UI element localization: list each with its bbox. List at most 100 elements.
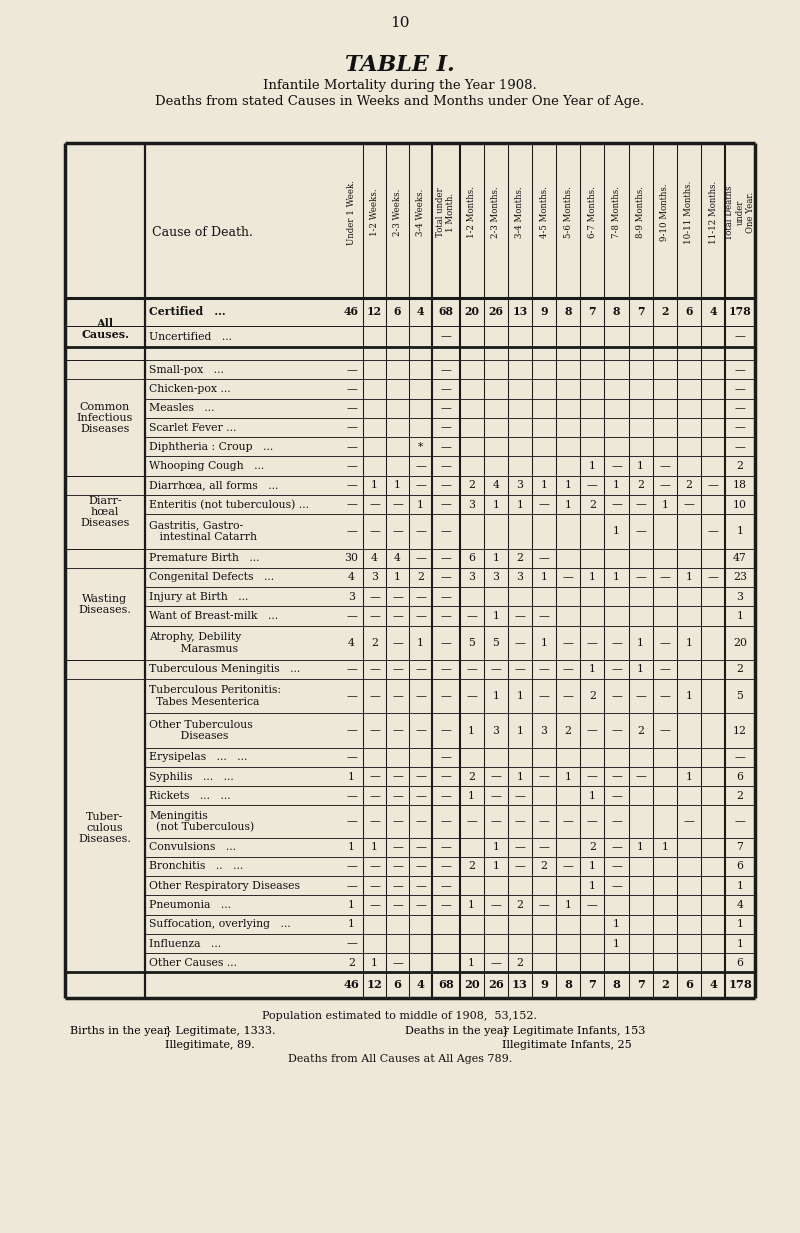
Text: —: —: [346, 612, 357, 621]
Text: Bronchitis   ..   ...: Bronchitis .. ...: [149, 862, 243, 872]
Text: —: —: [734, 403, 746, 413]
Text: —: —: [587, 725, 598, 736]
Text: 1: 1: [394, 572, 401, 582]
Text: —: —: [392, 612, 403, 621]
Text: —: —: [440, 461, 451, 471]
Text: —: —: [587, 481, 598, 491]
Text: 2: 2: [737, 461, 743, 471]
Text: —: —: [369, 772, 380, 782]
Text: 2: 2: [737, 665, 743, 674]
Text: Diarr-: Diarr-: [88, 496, 122, 506]
Text: 7: 7: [588, 979, 596, 990]
Text: 2: 2: [517, 554, 523, 563]
Text: 47: 47: [733, 554, 747, 563]
Text: —: —: [415, 481, 426, 491]
Text: —: —: [346, 499, 357, 509]
Text: —: —: [346, 938, 357, 948]
Text: 1: 1: [371, 481, 378, 491]
Text: 1: 1: [589, 790, 596, 800]
Text: —: —: [611, 665, 622, 674]
Text: Atrophy, Debility
         Marasmus: Atrophy, Debility Marasmus: [149, 633, 242, 653]
Text: 5: 5: [492, 637, 499, 647]
Text: Suffocation, overlying   ...: Suffocation, overlying ...: [149, 920, 290, 930]
Text: 4: 4: [417, 307, 424, 317]
Text: —: —: [659, 481, 670, 491]
Text: 1: 1: [613, 526, 620, 536]
Text: 6: 6: [737, 772, 743, 782]
Text: 1-2 Weeks.: 1-2 Weeks.: [370, 189, 379, 237]
Text: —: —: [346, 725, 357, 736]
Text: 1: 1: [492, 499, 499, 509]
Text: Tuberculous Meningitis   ...: Tuberculous Meningitis ...: [149, 665, 300, 674]
Text: —: —: [440, 692, 451, 702]
Text: 20: 20: [733, 637, 747, 647]
Text: —: —: [562, 572, 574, 582]
Text: —: —: [440, 637, 451, 647]
Text: 1: 1: [686, 692, 692, 702]
Text: 10: 10: [390, 16, 410, 30]
Text: —: —: [683, 499, 694, 509]
Text: —: —: [392, 862, 403, 872]
Text: Diseases.: Diseases.: [78, 604, 131, 615]
Text: —: —: [514, 842, 526, 852]
Text: —: —: [659, 725, 670, 736]
Text: 6: 6: [737, 862, 743, 872]
Text: —: —: [392, 692, 403, 702]
Text: —: —: [635, 772, 646, 782]
Text: 1: 1: [492, 554, 499, 563]
Text: —: —: [538, 499, 550, 509]
Text: 4: 4: [417, 979, 425, 990]
Text: Measles   ...: Measles ...: [149, 403, 214, 413]
Text: 1: 1: [417, 637, 424, 647]
Text: 2: 2: [661, 307, 669, 317]
Text: —: —: [415, 900, 426, 910]
Text: —: —: [440, 790, 451, 800]
Text: 9: 9: [540, 979, 548, 990]
Text: —: —: [440, 365, 451, 375]
Text: —: —: [734, 441, 746, 451]
Text: —: —: [369, 526, 380, 536]
Text: Injury at Birth   ...: Injury at Birth ...: [149, 592, 248, 602]
Text: 1: 1: [637, 461, 644, 471]
Text: —: —: [683, 816, 694, 826]
Text: —: —: [369, 499, 380, 509]
Text: 13: 13: [512, 979, 528, 990]
Text: —: —: [635, 572, 646, 582]
Text: —: —: [346, 423, 357, 433]
Text: —: —: [440, 526, 451, 536]
Text: —: —: [415, 554, 426, 563]
Text: 1: 1: [468, 725, 475, 736]
Text: 13: 13: [512, 307, 527, 317]
Text: 8: 8: [565, 307, 572, 317]
Text: 7: 7: [637, 979, 645, 990]
Text: 2: 2: [468, 862, 475, 872]
Text: —: —: [466, 816, 477, 826]
Text: 1-2 Months.: 1-2 Months.: [467, 186, 476, 238]
Text: —: —: [392, 880, 403, 890]
Text: —: —: [490, 772, 502, 782]
Text: —: —: [659, 637, 670, 647]
Text: —: —: [440, 499, 451, 509]
Text: —: —: [369, 612, 380, 621]
Text: Other Respiratory Diseases: Other Respiratory Diseases: [149, 880, 300, 890]
Text: —: —: [346, 816, 357, 826]
Text: —: —: [392, 958, 403, 968]
Text: 7-8 Months.: 7-8 Months.: [612, 186, 621, 238]
Text: 10: 10: [733, 499, 747, 509]
Text: 1: 1: [348, 842, 355, 852]
Text: —: —: [490, 665, 502, 674]
Text: 26: 26: [488, 979, 504, 990]
Text: 1: 1: [348, 772, 355, 782]
Text: —: —: [466, 665, 477, 674]
Text: Diphtheria : Croup   ...: Diphtheria : Croup ...: [149, 441, 274, 451]
Text: culous: culous: [86, 822, 123, 834]
Text: 1: 1: [662, 499, 668, 509]
Text: TABLE I.: TABLE I.: [345, 54, 455, 76]
Text: 1: 1: [589, 862, 596, 872]
Text: —: —: [635, 526, 646, 536]
Text: Cause of Death.: Cause of Death.: [152, 226, 253, 239]
Text: —: —: [346, 365, 357, 375]
Text: 30: 30: [345, 554, 358, 563]
Text: —: —: [734, 365, 746, 375]
Text: 1: 1: [517, 725, 523, 736]
